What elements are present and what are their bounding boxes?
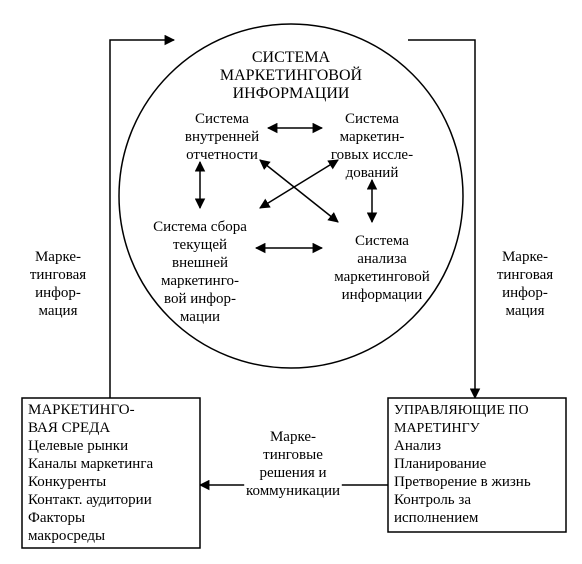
svg-text:внешней: внешней	[172, 255, 228, 271]
inner-node-tl: Система внутренней отчетности	[185, 111, 259, 163]
marketing-info-system-diagram: СИСТЕМАМАРКЕТИНГОВОЙИНФОРМАЦИИ Система вну…	[0, 0, 582, 564]
box-marketing-managers-title-line: УПРАВЛЯЮЩИЕ ПО	[394, 403, 529, 418]
box-marketing-managers-item: Планирование	[394, 456, 487, 472]
box-marketing-environment-item: Целевые рынки	[28, 438, 128, 454]
svg-text:решения и: решения и	[259, 465, 326, 481]
svg-text:Марке-: Марке-	[35, 249, 81, 265]
svg-text:маркетинго-: маркетинго-	[161, 273, 239, 289]
box-marketing-managers-item: Претворение в жизнь	[394, 474, 531, 490]
svg-text:тинговые: тинговые	[263, 447, 323, 463]
box-marketing-managers-item: исполнением	[394, 510, 479, 526]
svg-text:мация: мация	[38, 303, 77, 319]
svg-text:Система: Система	[355, 233, 409, 249]
svg-text:говых иссле-: говых иссле-	[331, 147, 413, 163]
box-marketing-managers-item: Контроль за	[394, 492, 471, 508]
svg-text:маркетинговой: маркетинговой	[334, 269, 430, 285]
svg-text:внутренней: внутренней	[185, 129, 259, 145]
box-marketing-environment-item: Факторы	[28, 510, 85, 526]
svg-text:тинговая: тинговая	[30, 267, 86, 283]
box-marketing-environment-title-line: ВАЯ СРЕДА	[28, 420, 110, 436]
svg-text:маркетин-: маркетин-	[340, 129, 405, 145]
box-marketing-environment-title-line: МАРКЕТИНГО-	[28, 402, 135, 418]
svg-text:инфор-: инфор-	[35, 285, 81, 301]
svg-text:анализа: анализа	[357, 251, 407, 267]
box-marketing-environment-item: макросреды	[28, 528, 105, 544]
box-marketing-managers-title-line: МАРЕТИНГУ	[394, 421, 480, 436]
svg-text:Система: Система	[195, 111, 249, 127]
svg-text:отчетности: отчетности	[186, 147, 258, 163]
svg-text:тинговая: тинговая	[497, 267, 553, 283]
svg-text:Марке-: Марке-	[270, 429, 316, 445]
box-marketing-managers-item: Анализ	[394, 438, 441, 454]
box-marketing-environment-item: Контакт. аудитории	[28, 492, 152, 508]
svg-text:мации: мации	[180, 309, 220, 325]
svg-text:Марке-: Марке-	[502, 249, 548, 265]
svg-text:МАРКЕТИНГОВОЙ: МАРКЕТИНГОВОЙ	[220, 65, 363, 84]
svg-text:ИНФОРМАЦИИ: ИНФОРМАЦИИ	[233, 85, 350, 102]
svg-text:Система: Система	[345, 111, 399, 127]
svg-text:коммуникации: коммуникации	[246, 483, 340, 499]
svg-text:инфор-: инфор-	[502, 285, 548, 301]
svg-text:Система сбора: Система сбора	[153, 219, 247, 235]
box-marketing-environment-item: Каналы маркетинга	[28, 456, 153, 472]
svg-text:СИСТЕМА: СИСТЕМА	[252, 49, 331, 66]
box-marketing-environment-item: Конкуренты	[28, 474, 106, 490]
svg-text:вой инфор-: вой инфор-	[164, 291, 236, 307]
svg-text:мация: мация	[505, 303, 544, 319]
svg-text:текущей: текущей	[173, 237, 227, 253]
svg-text:информации: информации	[342, 287, 423, 303]
svg-text:дований: дований	[346, 165, 399, 181]
